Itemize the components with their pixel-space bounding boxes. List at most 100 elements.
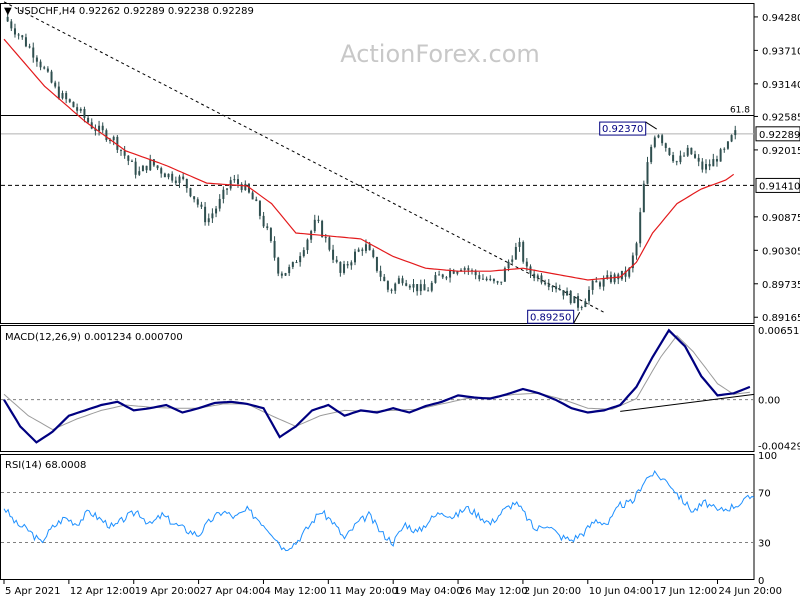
candle-body [28,46,31,48]
candle [544,279,547,286]
candle-body [54,82,57,87]
candle [514,242,517,260]
candle-body [434,275,437,283]
candle [580,305,583,311]
candle [394,282,397,294]
candle-body [445,277,448,279]
candle [598,280,601,290]
fib-level-label: 61.8 [730,106,750,116]
price-axis-label: 0.90875 [762,213,800,224]
candle-body [496,281,499,283]
time-axis-label: 17 Jun 12:00 [654,586,718,597]
candle [478,271,481,282]
candle [171,171,174,183]
candle [485,276,488,282]
price-axis-label: 0.89165 [762,313,800,324]
candle [101,122,104,134]
candle [379,265,382,282]
candle [661,133,664,146]
candle [10,19,13,32]
rsi-title: RSI(14) 68.0008 [5,460,86,471]
candle [372,248,375,259]
candle-body [335,259,338,262]
price-axis-label: 0.93140 [762,80,800,91]
time-axis-label: 5 Apr 2021 [5,586,60,597]
candle-body [207,218,210,223]
rsi-axis-label: 70 [758,489,771,500]
candle [255,196,258,202]
candle [258,200,261,220]
candle-body [339,261,342,273]
candle [130,159,133,162]
candle-body [664,143,667,149]
candle-body [701,161,704,170]
candle-body [613,274,616,283]
candle [522,240,525,264]
candle-body [284,273,287,276]
candle-body [379,270,382,277]
candle-body [94,128,97,132]
candle-body [277,257,280,274]
candle [156,165,159,171]
candle-body [580,307,583,309]
candle [247,183,250,194]
candle [17,32,20,40]
candle-body [32,47,35,58]
candle-body [39,61,42,68]
candle-body [145,165,148,171]
candle [123,145,126,159]
candle-body [35,57,38,62]
candle [555,282,558,293]
candle-body [503,268,506,282]
candle-body [130,160,133,162]
candle [288,264,291,276]
candle-body [324,237,327,239]
candle [386,280,389,293]
candle [503,266,506,282]
candle-body [631,255,634,269]
candle [335,256,338,264]
candle [533,269,536,282]
macd-panel-frame [0,325,755,452]
candle [635,241,638,260]
candle [577,293,580,311]
candle [21,34,24,40]
candle [284,272,287,276]
time-axis-label: 11 May 20:00 [329,586,398,597]
candle-body [237,179,239,185]
candle [313,214,316,234]
candle [397,275,400,285]
candle-body [182,176,185,179]
candle-body [577,296,580,308]
candle [174,176,177,186]
candle [642,180,645,213]
candle [105,128,108,142]
candle-body [507,261,510,269]
candle-body [405,283,408,286]
candle-body [591,280,594,290]
candle-body [299,256,302,263]
candle-body [196,199,199,205]
candle [39,59,42,71]
candle [624,266,627,282]
candle-body [269,228,272,241]
candle [317,215,320,224]
candle [112,135,115,146]
candle [419,279,422,296]
candle [193,196,196,203]
candle-body [61,93,64,99]
candle-body [321,220,324,238]
candle [134,157,137,179]
candle-body [566,290,569,296]
candle-body [375,256,378,271]
candle-body [715,159,718,162]
candle-body [463,268,466,270]
candle [672,151,675,163]
candle [328,235,331,252]
candle [405,279,408,287]
candle-body [657,135,660,138]
candle-body [332,249,335,260]
candle [6,13,9,22]
candle-body [522,241,525,262]
candle-body [598,282,601,287]
